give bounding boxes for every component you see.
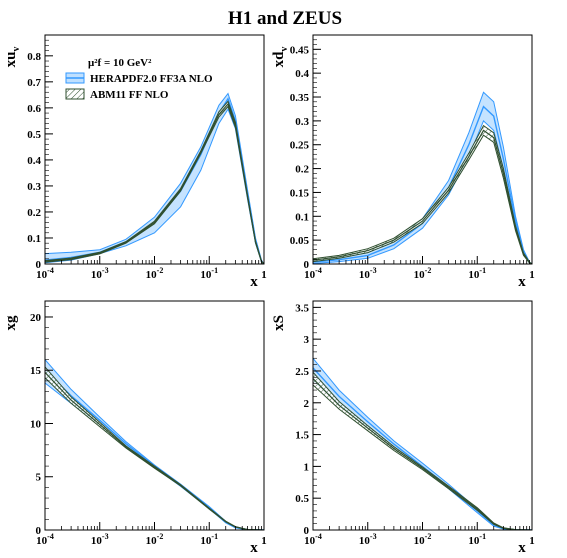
line-abm-central	[45, 371, 264, 530]
plot-frame	[312, 300, 533, 531]
y-tick-label: 0.8	[27, 51, 41, 63]
y-tick-label: 0.7	[27, 77, 41, 89]
y-tick-label: 0.15	[290, 187, 310, 199]
x-tick-label: 10-3	[359, 532, 377, 547]
y-tick-label: 1.5	[295, 430, 309, 442]
y-tick-label: 0.5	[27, 129, 41, 141]
x-tick-label: 10-3	[359, 266, 377, 281]
plot-area	[45, 92, 264, 264]
figure-title: H1 and ZEUS	[228, 8, 342, 29]
legend: μ²f = 10 GeV² HERAPDF2.0 FF3A NLO ABM11 …	[65, 57, 213, 101]
line-hera-central	[45, 97, 264, 264]
x-axis-label: x	[250, 274, 258, 290]
line-hera-upper	[45, 359, 264, 530]
y-tick-label: 2.5	[295, 366, 309, 378]
y-tick-label: 0.2	[27, 207, 41, 219]
y-tick-label: 0.25	[290, 140, 310, 152]
y-tick-label: 0.3	[295, 116, 309, 128]
y-tick-label: 0.1	[295, 211, 309, 223]
y-tick-label: 3.5	[295, 302, 309, 314]
y-tick-label: 0.3	[27, 181, 41, 193]
y-tick-label: 0.4	[27, 155, 41, 167]
line-abm-lower	[45, 105, 264, 264]
x-axis-label: x	[518, 274, 526, 290]
y-tick-label: 0.05	[290, 235, 310, 247]
line-abm-central	[313, 378, 532, 530]
y-tick-label: 0.5	[295, 493, 309, 505]
y-tick-label: 20	[30, 312, 42, 324]
y-axis-label: xuv	[3, 47, 22, 68]
y-tick-label: 15	[30, 365, 42, 377]
x-tick-label: 1	[261, 535, 267, 547]
y-tick-label: 1	[304, 461, 310, 473]
legend-scale-label: μ²f = 10 GeV²	[88, 57, 152, 69]
line-hera-lower	[45, 108, 264, 264]
band-hera	[45, 359, 264, 530]
line-hera-upper	[313, 91, 532, 264]
x-tick-label: 10-3	[91, 532, 109, 547]
y-axis-label: xdv	[271, 47, 290, 68]
x-axis-label: x	[518, 540, 526, 556]
y-tick-label: 10	[30, 418, 42, 430]
panel-top-right: 10-4 10-3 10-2 10-1 100.050.10.150.20.250.30…	[271, 34, 535, 290]
panels: 10-4 10-3 10-2 10-1 100.10.20.30.40.50.60.70…	[3, 34, 535, 556]
line-hera-central	[313, 367, 532, 530]
line-hera-central	[45, 369, 264, 530]
x-axis-label: x	[250, 540, 258, 556]
y-tick-label: 3	[304, 334, 310, 346]
line-abm-upper	[45, 366, 264, 530]
line-abm-central	[313, 129, 532, 264]
x-tick-label: 1	[261, 269, 267, 281]
band-hera	[45, 93, 264, 264]
legend-label-abm: ABM11 FF NLO	[90, 89, 169, 101]
x-tick-label: 10-2	[146, 532, 164, 547]
y-tick-label: 0.1	[27, 233, 41, 245]
x-tick-label: 10-1	[200, 532, 218, 547]
y-tick-label: 5	[36, 472, 42, 484]
y-tick-label: 0.6	[27, 103, 41, 115]
y-tick-label: 0.2	[295, 164, 309, 176]
y-tick-label: 0	[304, 525, 310, 537]
line-hera-upper	[45, 92, 264, 264]
x-tick-label: 10-2	[414, 266, 432, 281]
x-tick-label: 1	[529, 535, 535, 547]
band-hera	[313, 358, 532, 530]
band-abm	[45, 367, 264, 530]
band-hera	[313, 92, 532, 264]
x-tick-label: 10-3	[91, 266, 109, 281]
plot-area	[45, 359, 264, 530]
x-tick-label: 10-1	[468, 532, 486, 547]
x-tick-label: 10-1	[468, 266, 486, 281]
line-abm-upper	[45, 100, 264, 264]
y-axis-label: xS	[271, 315, 287, 331]
line-hera-upper	[313, 357, 532, 530]
y-tick-label: 0.4	[295, 68, 309, 80]
legend-label-hera: HERAPDF2.0 FF3A NLO	[90, 73, 213, 85]
plot-area	[313, 357, 532, 530]
band-abm	[45, 101, 264, 264]
x-tick-label: 10-2	[414, 532, 432, 547]
line-abm-central	[45, 102, 264, 264]
plot-area	[313, 91, 532, 264]
y-tick-label: 0	[304, 259, 310, 271]
x-tick-label: 10-1	[200, 266, 218, 281]
legend-swatch-abm	[65, 88, 85, 100]
x-tick-label: 1	[529, 269, 535, 281]
x-tick-label: 10-2	[146, 266, 164, 281]
y-axis-label: xg	[3, 315, 19, 331]
y-tick-label: 2	[304, 398, 310, 410]
y-tick-label: 0.45	[290, 44, 310, 56]
y-tick-label: 0	[36, 525, 42, 537]
y-tick-label: 0	[36, 259, 42, 271]
y-tick-label: 0.35	[290, 92, 310, 104]
plot-frame	[44, 300, 265, 531]
